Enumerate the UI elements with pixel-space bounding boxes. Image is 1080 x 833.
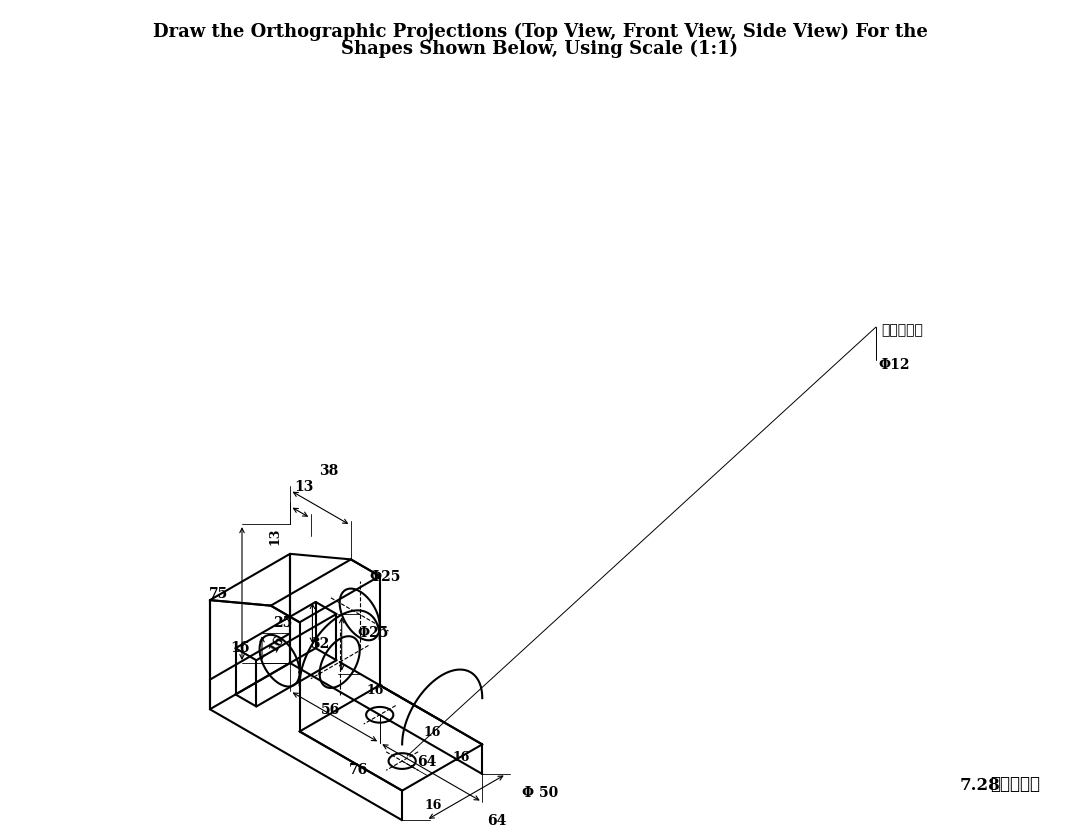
Text: 64: 64 xyxy=(487,814,507,828)
Text: 16: 16 xyxy=(453,751,470,764)
Text: Draw the Orthographic Projections (Top View, Front View, Side View) For the: Draw the Orthographic Projections (Top V… xyxy=(152,23,928,42)
Text: 76: 76 xyxy=(349,763,368,776)
Text: 75: 75 xyxy=(208,586,228,601)
Text: Φ25: Φ25 xyxy=(369,570,401,584)
Text: 16: 16 xyxy=(231,641,249,656)
Text: 13: 13 xyxy=(269,527,282,545)
Text: 25: 25 xyxy=(273,616,293,631)
Text: Φ12: Φ12 xyxy=(878,358,909,372)
Text: 32: 32 xyxy=(310,637,329,651)
Text: 56: 56 xyxy=(321,703,340,717)
Text: 64: 64 xyxy=(417,755,436,769)
Text: Φ25: Φ25 xyxy=(357,626,389,641)
Text: 13: 13 xyxy=(295,481,314,494)
Text: Φ 50: Φ 50 xyxy=(523,786,558,801)
Text: ثقبات: ثقبات xyxy=(881,323,923,337)
Text: 7.28: 7.28 xyxy=(959,776,1000,794)
Text: 38: 38 xyxy=(319,464,338,478)
Text: Shapes Shown Below, Using Scale (1:1): Shapes Shown Below, Using Scale (1:1) xyxy=(341,40,739,58)
Text: 16: 16 xyxy=(423,726,441,739)
Text: 16: 16 xyxy=(267,633,287,655)
Text: تمرين: تمرين xyxy=(990,776,1040,794)
Text: 16: 16 xyxy=(424,799,442,812)
Text: 16: 16 xyxy=(366,684,383,696)
